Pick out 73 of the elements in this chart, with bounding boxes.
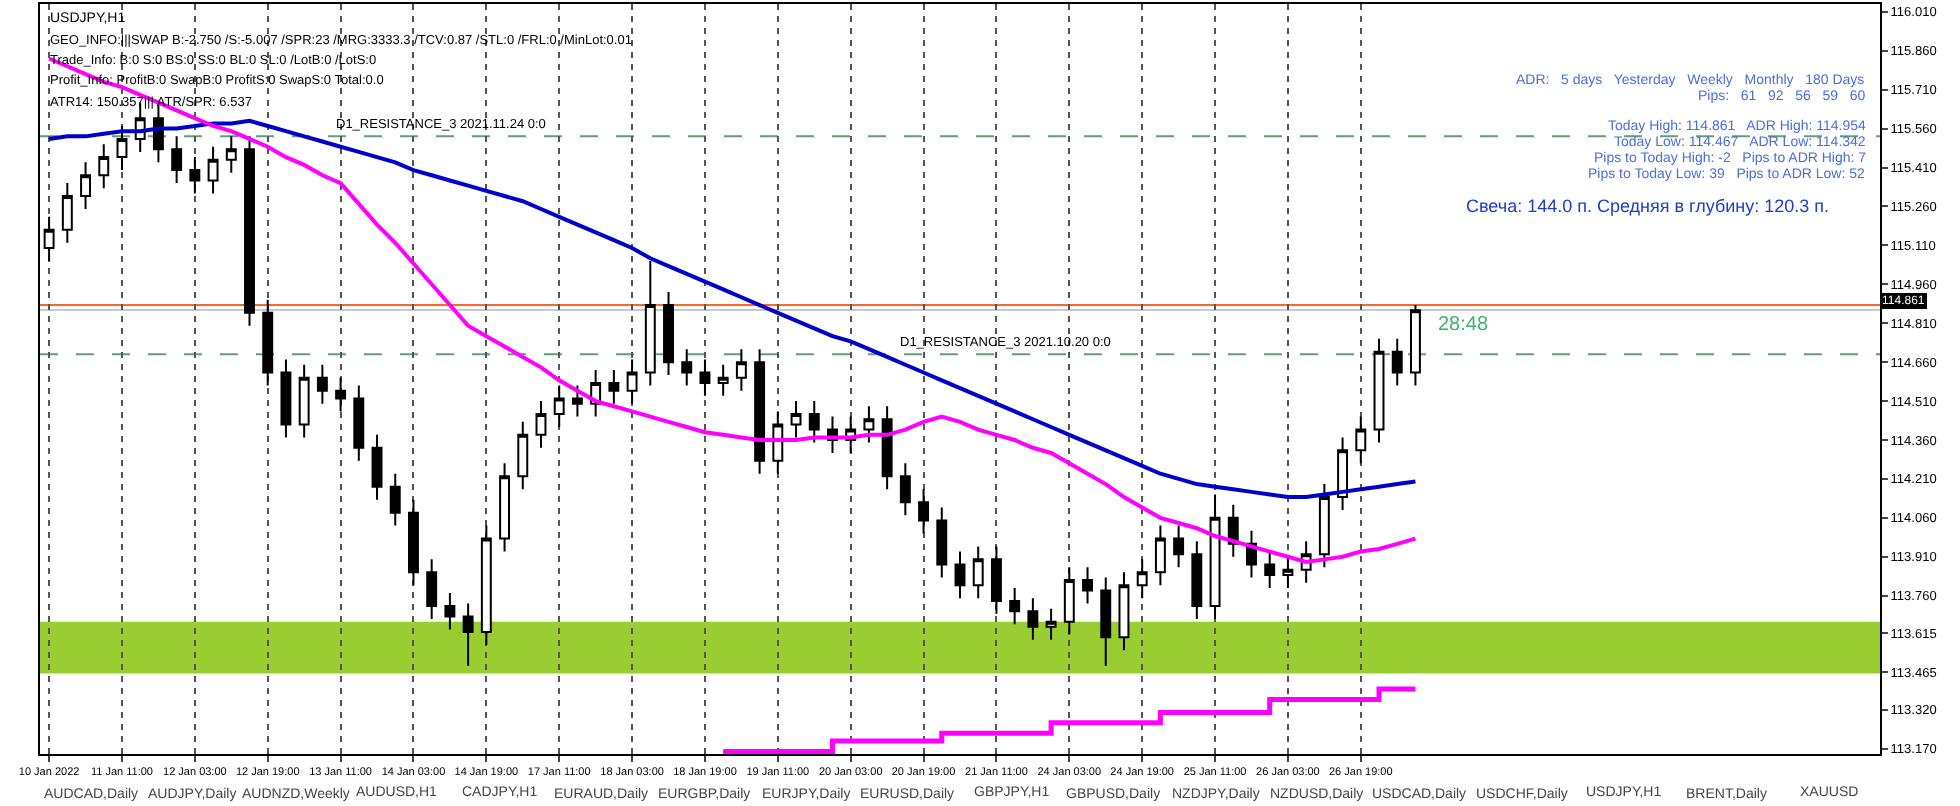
candlestick	[444, 592, 456, 631]
candlestick	[1082, 566, 1093, 605]
candlestick	[1373, 337, 1385, 444]
candlestick	[1409, 304, 1421, 387]
candlestick	[717, 363, 729, 397]
candlestick	[1191, 540, 1203, 621]
candlestick	[225, 135, 237, 174]
candlestick	[353, 384, 365, 462]
annotation: Свеча: 144.0 п. Средняя в глубину: 120.3 п.	[1466, 196, 1830, 216]
candlestick	[426, 558, 438, 621]
candlestick	[1318, 483, 1330, 569]
candlestick	[1027, 597, 1039, 641]
candlestick	[517, 420, 529, 491]
candlestick	[535, 400, 547, 449]
candlestick	[389, 472, 401, 527]
candlestick	[1045, 607, 1057, 641]
line-series	[47, 56, 1418, 564]
candlestick	[1173, 524, 1185, 569]
candlestick	[207, 145, 219, 195]
candlestick	[936, 506, 948, 579]
candlestick	[371, 433, 383, 501]
candlestick	[571, 384, 583, 418]
candlestick	[43, 215, 55, 262]
candlestick	[626, 358, 638, 405]
candlestick	[1337, 436, 1349, 512]
candlestick	[98, 143, 110, 190]
candlestick	[863, 405, 875, 444]
candlestick	[499, 462, 511, 553]
candlestick	[918, 488, 930, 535]
candlestick	[899, 462, 911, 517]
candlestick	[954, 550, 966, 600]
candlestick	[754, 348, 766, 475]
candlestick	[116, 124, 128, 172]
candlestick	[480, 524, 492, 646]
candlestick	[990, 545, 1002, 615]
candlestick	[790, 400, 802, 439]
candlestick	[881, 405, 893, 491]
candlestick	[189, 156, 201, 195]
candlestick	[663, 291, 674, 377]
line-series	[47, 118, 1418, 500]
candlestick	[1391, 337, 1403, 387]
candlestick	[1136, 558, 1148, 600]
candlestick	[244, 135, 255, 327]
candlestick	[61, 182, 73, 244]
candlestick	[553, 384, 565, 429]
candlestick	[772, 410, 784, 475]
candlestick	[1355, 415, 1367, 465]
candlestick	[80, 161, 91, 211]
candlestick	[1009, 586, 1021, 626]
candlestick	[1209, 493, 1221, 621]
candlestick	[1264, 550, 1276, 589]
candlestick	[462, 602, 474, 667]
candlestick	[316, 363, 328, 405]
candlestick	[1118, 571, 1130, 652]
candlestick	[1063, 566, 1075, 636]
candlestick	[408, 498, 419, 587]
candlestick	[152, 104, 164, 164]
candlestick	[972, 545, 984, 600]
candlestick	[735, 348, 747, 392]
candlestick	[280, 358, 292, 439]
candlestick	[262, 298, 274, 387]
candlestick	[699, 358, 711, 397]
candlestick	[681, 348, 693, 387]
candlestick	[644, 259, 656, 387]
candlestick	[298, 363, 310, 439]
candlestick	[171, 135, 183, 185]
candlestick	[335, 376, 347, 413]
candlestick	[1282, 555, 1294, 589]
candlestick	[808, 400, 820, 444]
candlestick	[1100, 576, 1112, 667]
candlestick	[608, 368, 620, 405]
annotation: 28:48	[1438, 314, 1489, 336]
candlestick	[1154, 524, 1166, 587]
